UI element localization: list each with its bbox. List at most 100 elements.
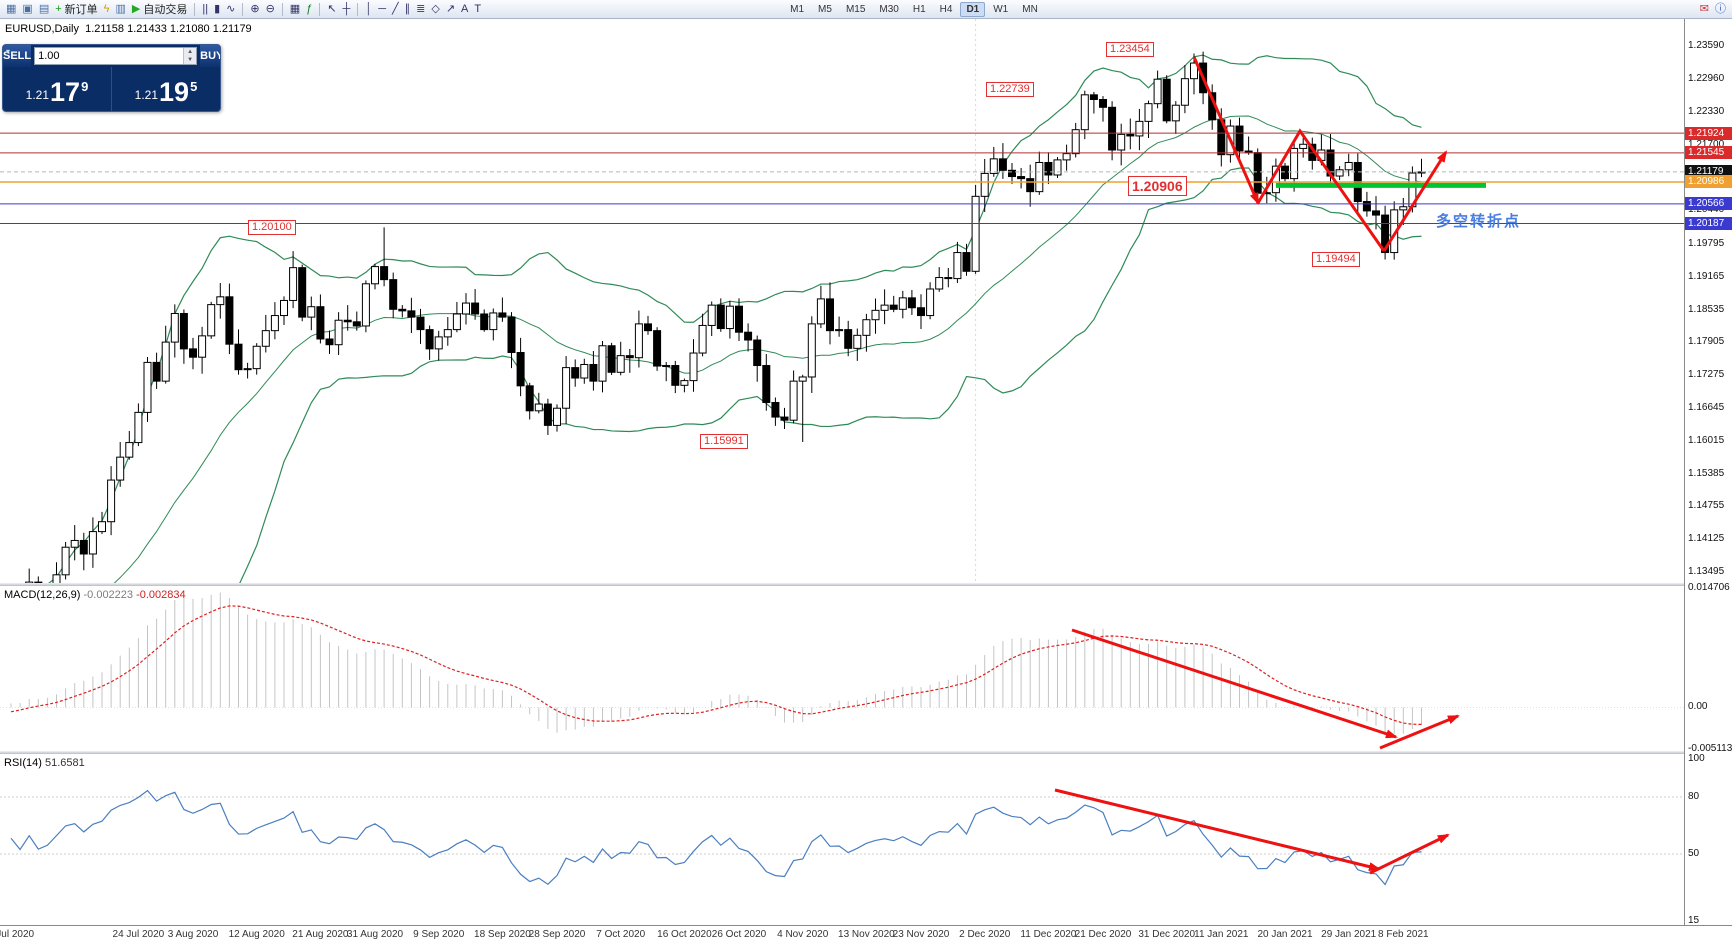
- timeframe-bar: M1 M5 M15 M30 H1 H4 D1 W1 MN: [784, 1, 1044, 17]
- toolbar: ▦ ▣ ▤ + 新订单 ϟ ▥ ▶ 自动交易 || ▮ ∿ ⊕ ⊖ ▦ ƒ ↖ ┼ │ ─ ╱ ∥ ≣ ◇ ↗ A T M1 M5 M15…: [0, 0, 1732, 19]
- timeframe-m1[interactable]: M1: [790, 3, 805, 15]
- price-callout[interactable]: 1.20100: [248, 220, 296, 235]
- main-chart-canvas[interactable]: [0, 19, 1684, 583]
- bar-chart-icon[interactable]: ||: [199, 1, 211, 18]
- line-chart-glyph-icon: ∿: [226, 2, 236, 15]
- pane-separator[interactable]: [0, 583, 1732, 586]
- price-axis-label: 1.16645: [1688, 401, 1725, 413]
- ohlc-values: 1.21158 1.21433 1.21080 1.21179: [85, 23, 252, 35]
- price-line-label: 1.21924: [1685, 126, 1732, 140]
- toolbar-separator: [242, 2, 244, 16]
- timeframe-m30[interactable]: M30: [879, 3, 899, 15]
- price-callout[interactable]: 1.15991: [700, 434, 748, 449]
- date-label: 11 Jan 2021: [1194, 929, 1249, 940]
- price-axis-label: 1.19165: [1688, 270, 1725, 282]
- news-icon[interactable]: ⓘ: [1712, 1, 1729, 18]
- autotrade-button[interactable]: ▶ 自动交易: [129, 1, 190, 18]
- new-order-button-label: 新订单: [64, 4, 98, 16]
- volume-up-icon[interactable]: ▲: [184, 48, 197, 56]
- zoom-in-icon[interactable]: ⊕: [247, 1, 262, 18]
- timeframe-w1[interactable]: W1: [993, 3, 1009, 15]
- timeframe-h1[interactable]: H1: [912, 3, 926, 15]
- fibonacci-icon[interactable]: ≣: [413, 1, 428, 18]
- bar-chart-glyph-icon: ||: [202, 2, 209, 15]
- price-line-label: 1.21545: [1685, 146, 1732, 160]
- timeframe-d1[interactable]: D1: [960, 1, 986, 17]
- sell-price-display[interactable]: 1.21 17 9: [3, 67, 111, 111]
- arrange-windows-icon[interactable]: ▦: [287, 1, 303, 18]
- line-chart-icon[interactable]: ∿: [223, 1, 238, 18]
- profiles-icon[interactable]: ▣: [19, 1, 35, 18]
- crosshair-glyph-icon: ┼: [342, 2, 351, 15]
- timeframe-mn[interactable]: MN: [1022, 3, 1038, 15]
- volume-down-icon[interactable]: ▼: [184, 56, 197, 64]
- text-icon[interactable]: A: [458, 1, 471, 18]
- crosshair-icon[interactable]: ┼: [340, 1, 354, 18]
- price-line-label: 1.20187: [1685, 217, 1732, 231]
- timeframe-m15[interactable]: M15: [845, 3, 866, 15]
- mail-icon[interactable]: ✉: [1697, 1, 1712, 18]
- bull-bear-pivot-note[interactable]: 多空转折点: [1436, 213, 1522, 230]
- volume-input[interactable]: [35, 48, 184, 64]
- text-label-icon[interactable]: T: [471, 1, 484, 18]
- chart-ohlc-title: EURUSD,Daily 1.21158 1.21433 1.21080 1.2…: [5, 23, 252, 35]
- date-label: 3 Aug 2020: [167, 929, 219, 940]
- news-icon: ⓘ: [1715, 2, 1726, 15]
- indicators-glyph-icon: ƒ: [306, 2, 313, 15]
- channel-icon[interactable]: ∥: [402, 1, 414, 18]
- rsi-pane-canvas[interactable]: [0, 754, 1684, 925]
- alert-icon[interactable]: ϟ: [101, 1, 113, 18]
- new-chart-icon[interactable]: ▦: [3, 1, 19, 18]
- horizontal-line-icon[interactable]: ─: [375, 1, 389, 18]
- price-axis-label: 1.13495: [1688, 565, 1725, 577]
- price-axis-label: 1.22960: [1688, 73, 1725, 85]
- date-label: 5 Jul 2020: [0, 929, 35, 940]
- price-callout[interactable]: 1.20906: [1128, 176, 1187, 196]
- rsi-indicator-label: RSI(14) 51.6581: [4, 757, 85, 769]
- price-axis-label: 1.23590: [1688, 40, 1725, 52]
- date-label: 18 Sep 2020: [474, 929, 531, 940]
- macd-pane-canvas[interactable]: [0, 586, 1684, 751]
- vertical-line-icon[interactable]: │: [362, 1, 375, 18]
- price-axis[interactable]: 1.235901.229601.223301.217001.204401.197…: [1684, 19, 1732, 926]
- price-callout[interactable]: 1.23454: [1106, 42, 1154, 57]
- sell-price-point: 9: [81, 79, 89, 94]
- volume-spinner: ▲ ▼: [183, 48, 197, 64]
- new-order-button[interactable]: + 新订单: [52, 1, 100, 18]
- date-label: 31 Aug 2020: [346, 929, 404, 940]
- pane-separator[interactable]: [0, 751, 1732, 754]
- buy-price-display[interactable]: 1.21 19 5: [111, 67, 220, 111]
- price-axis-label: 1.18535: [1688, 303, 1725, 315]
- zoom-in-glyph-icon: ⊕: [250, 2, 260, 15]
- indicators-icon[interactable]: ƒ: [303, 1, 315, 18]
- date-label: 20 Jan 2021: [1257, 929, 1313, 940]
- price-axis-label: 1.22330: [1688, 105, 1725, 117]
- toolbar-separator: [194, 2, 196, 16]
- cursor-icon[interactable]: ↖: [324, 1, 339, 18]
- trendline-glyph-icon: ╱: [392, 2, 399, 15]
- rsi-axis-label: 80: [1688, 791, 1700, 802]
- alert-glyph-icon: ϟ: [103, 2, 110, 15]
- shapes-icon[interactable]: ◇: [428, 1, 442, 18]
- price-axis-label: 1.16015: [1688, 434, 1725, 446]
- candlestick-chart-icon[interactable]: ▮: [211, 1, 223, 18]
- sell-button[interactable]: SELL: [3, 45, 32, 67]
- zoom-out-icon[interactable]: ⊖: [263, 1, 278, 18]
- price-axis-label: 1.17905: [1688, 336, 1725, 348]
- rsi-axis-label: 100: [1688, 753, 1705, 764]
- macd-axis-label: -0.005113: [1688, 743, 1732, 754]
- buy-button[interactable]: BUY: [200, 45, 220, 67]
- date-label: 11 Dec 2020: [1020, 929, 1077, 940]
- collapse-panel-icon[interactable]: ▾: [6, 47, 11, 56]
- trendline-icon[interactable]: ╱: [389, 1, 402, 18]
- market-watch-icon[interactable]: ▤: [36, 1, 52, 18]
- market-watch-glyph-icon: ▤: [38, 2, 50, 15]
- timeframe-m5[interactable]: M5: [818, 3, 832, 15]
- arrow-object-icon[interactable]: ↗: [443, 1, 458, 18]
- price-callout[interactable]: 1.22739: [986, 82, 1034, 97]
- date-label: 8 Feb 2021: [1377, 929, 1429, 940]
- terminal-icon[interactable]: ▥: [112, 1, 128, 18]
- price-callout[interactable]: 1.19494: [1312, 252, 1360, 267]
- timeframe-h4[interactable]: H4: [939, 3, 953, 15]
